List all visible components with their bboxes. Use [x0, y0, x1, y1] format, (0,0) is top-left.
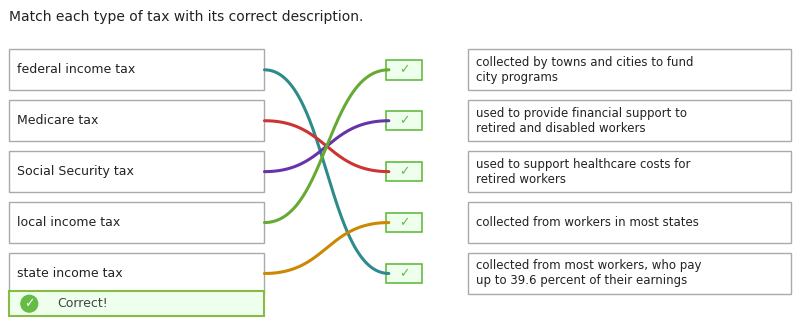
FancyBboxPatch shape	[386, 213, 422, 232]
FancyBboxPatch shape	[386, 60, 422, 80]
Text: state income tax: state income tax	[18, 267, 123, 280]
Text: ✓: ✓	[398, 63, 410, 76]
FancyBboxPatch shape	[468, 202, 790, 243]
FancyBboxPatch shape	[386, 264, 422, 283]
Text: ✓: ✓	[398, 267, 410, 280]
Text: collected by towns and cities to fund
city programs: collected by towns and cities to fund ci…	[476, 56, 694, 84]
FancyBboxPatch shape	[10, 151, 265, 192]
FancyBboxPatch shape	[10, 253, 265, 294]
Text: ✓: ✓	[398, 114, 410, 127]
FancyBboxPatch shape	[386, 162, 422, 181]
Text: ✓: ✓	[398, 216, 410, 229]
Text: federal income tax: federal income tax	[18, 63, 135, 76]
FancyBboxPatch shape	[10, 49, 265, 91]
FancyBboxPatch shape	[10, 291, 265, 317]
Text: Correct!: Correct!	[57, 297, 108, 310]
Text: used to support healthcare costs for
retired workers: used to support healthcare costs for ret…	[476, 158, 690, 186]
FancyBboxPatch shape	[10, 100, 265, 142]
FancyBboxPatch shape	[468, 49, 790, 91]
FancyBboxPatch shape	[468, 253, 790, 294]
Text: ✓: ✓	[24, 297, 34, 310]
Text: Match each type of tax with its correct description.: Match each type of tax with its correct …	[10, 10, 364, 24]
Text: collected from most workers, who pay
up to 39.6 percent of their earnings: collected from most workers, who pay up …	[476, 259, 702, 288]
Text: ✓: ✓	[398, 165, 410, 178]
FancyBboxPatch shape	[10, 202, 265, 243]
Text: used to provide financial support to
retired and disabled workers: used to provide financial support to ret…	[476, 107, 686, 135]
FancyBboxPatch shape	[468, 151, 790, 192]
Text: collected from workers in most states: collected from workers in most states	[476, 216, 698, 229]
FancyBboxPatch shape	[468, 100, 790, 142]
Text: local income tax: local income tax	[18, 216, 121, 229]
Text: Medicare tax: Medicare tax	[18, 114, 98, 127]
FancyBboxPatch shape	[386, 111, 422, 130]
Text: Social Security tax: Social Security tax	[18, 165, 134, 178]
